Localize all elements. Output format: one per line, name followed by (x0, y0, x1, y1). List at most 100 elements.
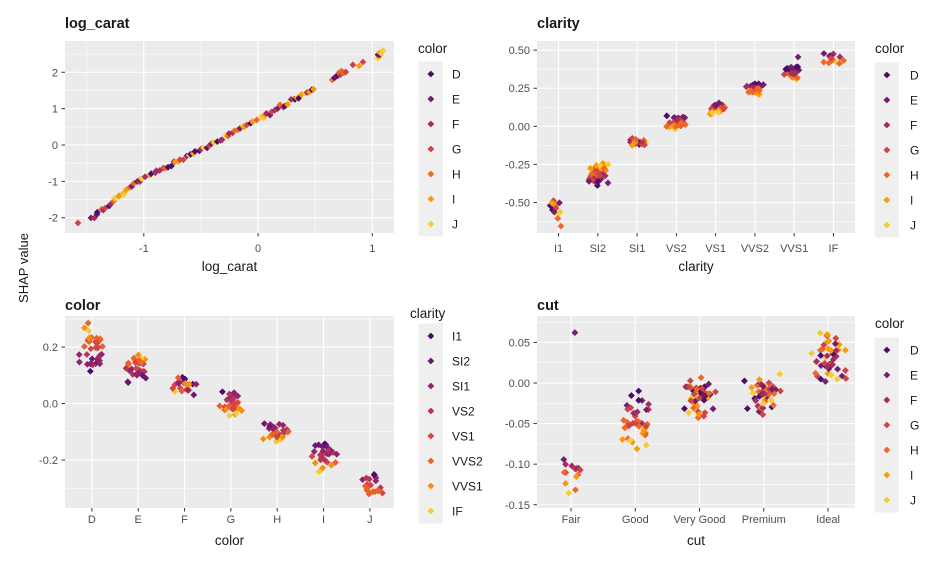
x-tick-label: VS2 (666, 243, 687, 255)
data-point (200, 144, 207, 152)
data-point (642, 429, 649, 437)
data-point (708, 108, 716, 116)
data-point (715, 99, 723, 107)
data-point (833, 375, 841, 383)
data-point (693, 386, 701, 393)
data-point (96, 357, 103, 365)
legend-item-label: SI2 (452, 355, 470, 369)
legend-title: clarity (410, 306, 446, 321)
axes: 0.50 0.25 0.00 -0.25 -0.50 I1 SI2 SI1 VS2 VS1 VVS2… (505, 45, 839, 255)
legend-title: color (875, 316, 905, 331)
data-point (777, 387, 784, 395)
panel-title: color (65, 298, 101, 314)
x-tick-label: IF (829, 243, 839, 255)
data-point (556, 199, 563, 207)
legend-item-label: I (910, 469, 913, 483)
legend-item-label: VVS1 (452, 480, 483, 494)
legend-key-marker-icon (427, 432, 435, 440)
data-point (372, 477, 380, 485)
data-point (715, 109, 722, 116)
data-point (85, 327, 93, 335)
data-point (823, 363, 831, 370)
legend-item-label: E (910, 369, 918, 383)
data-point (203, 144, 211, 152)
data-point (548, 199, 556, 207)
y-tick-label: -0.50 (505, 198, 530, 210)
x-tick-label: F (181, 514, 188, 526)
data-point (141, 356, 149, 363)
data-point (87, 345, 95, 353)
data-point (247, 119, 255, 127)
data-point (207, 140, 215, 148)
data-point (749, 389, 757, 397)
data-point (663, 112, 671, 120)
data-point (780, 71, 788, 78)
data-point (169, 384, 177, 392)
legend-item-label: VVS2 (452, 455, 483, 469)
y-tick-label: -0.05 (505, 419, 530, 431)
data-point (549, 206, 556, 214)
data-point (748, 384, 755, 391)
data-point (776, 370, 784, 378)
data-point (76, 358, 83, 366)
data-point (641, 141, 648, 149)
data-point (99, 206, 107, 214)
data-point (759, 383, 767, 390)
data-point (272, 438, 280, 446)
data-point (643, 406, 650, 414)
data-point (759, 390, 767, 398)
legend-item-label: E (910, 94, 918, 108)
data-point (686, 383, 693, 391)
legend-item-label: VS2 (452, 405, 475, 419)
y-tick-label: -0.15 (505, 500, 530, 512)
y-tick-label: 0.05 (509, 337, 530, 349)
x-tick-label: I1 (554, 243, 563, 255)
data-point (708, 105, 715, 113)
data-point (790, 71, 798, 78)
data-point (147, 170, 155, 178)
data-point (213, 138, 221, 146)
data-point (86, 367, 94, 375)
data-point-outlier (557, 222, 565, 230)
grid-major (65, 41, 394, 233)
panel-log-carat: 210-1-2-1 0 1log_caratlog_caratcolorDEFGHI… (48, 16, 461, 274)
data-point (234, 126, 242, 134)
legend-key-marker-icon (427, 457, 435, 465)
y-tick-label: -0.10 (505, 459, 530, 471)
panel-background (537, 41, 855, 233)
data-point (624, 405, 632, 413)
data-point (697, 374, 705, 381)
legend-item-label: I1 (452, 330, 462, 344)
data-point (712, 388, 719, 396)
data-point (137, 367, 144, 375)
data-point (586, 164, 594, 172)
data-point (287, 96, 295, 103)
data-point (765, 379, 773, 387)
legend-key-marker-icon (427, 482, 435, 490)
data-point (129, 371, 137, 378)
legend-item-label: J (452, 218, 458, 232)
data-point (260, 114, 268, 122)
legend-key-marker-icon (427, 170, 435, 178)
legend-key-marker-icon (883, 446, 891, 454)
data-point-outlier (84, 319, 92, 327)
data-point (181, 380, 189, 387)
data-point (691, 397, 699, 405)
data-point (663, 123, 671, 130)
data-point (686, 377, 694, 385)
legend-item-label: G (910, 144, 919, 158)
x-tick-label: D (88, 514, 96, 526)
data-point (85, 334, 93, 342)
data-point (120, 191, 127, 199)
data-point (712, 102, 720, 109)
data-point (298, 91, 305, 98)
data-point (705, 390, 713, 397)
data-point (241, 123, 248, 131)
legend-item-label: F (452, 118, 459, 132)
data-point (823, 352, 831, 360)
x-tick-label: SI2 (590, 243, 607, 255)
legend-item-label: G (910, 419, 919, 433)
data-point (576, 466, 584, 474)
legend-key-marker-icon (427, 382, 435, 390)
